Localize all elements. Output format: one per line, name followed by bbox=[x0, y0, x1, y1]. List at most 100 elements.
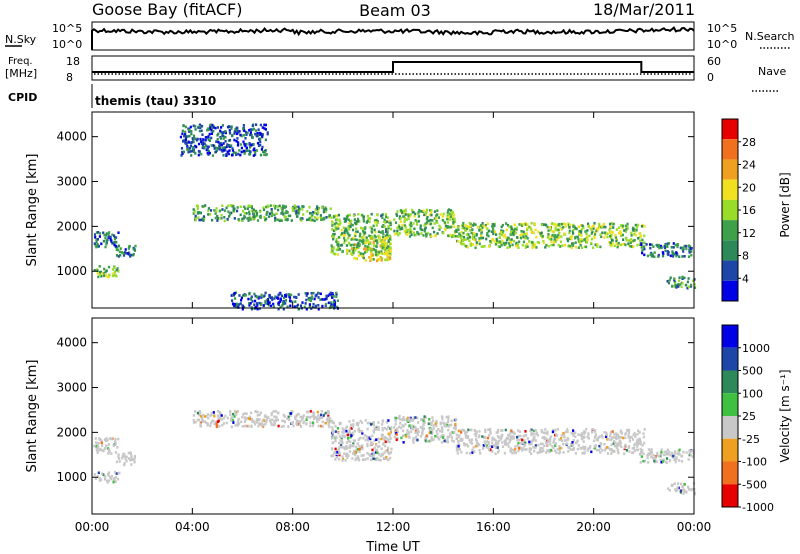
data-cell bbox=[95, 240, 98, 244]
data-cell bbox=[473, 233, 476, 237]
data-cell bbox=[508, 434, 511, 437]
data-cell bbox=[414, 212, 417, 216]
data-cell bbox=[664, 249, 667, 253]
data-cell bbox=[132, 458, 135, 462]
data-cell bbox=[412, 425, 416, 429]
data-cell bbox=[210, 132, 213, 135]
data-cell bbox=[244, 144, 247, 148]
data-cell bbox=[245, 133, 248, 136]
data-cell bbox=[402, 441, 405, 444]
data-cell bbox=[239, 302, 242, 305]
data-cell bbox=[670, 484, 673, 488]
data-cell bbox=[343, 236, 346, 240]
data-cell bbox=[485, 237, 488, 241]
data-cell bbox=[407, 430, 410, 434]
data-cell bbox=[476, 443, 479, 446]
data-cell bbox=[201, 419, 204, 422]
data-cell bbox=[384, 457, 387, 460]
data-cell bbox=[336, 246, 340, 250]
data-cell bbox=[615, 432, 618, 435]
power-colorbar-label: Power [dB] bbox=[778, 172, 792, 237]
data-cell bbox=[691, 455, 694, 458]
data-cell bbox=[334, 225, 337, 229]
data-cell bbox=[117, 244, 121, 248]
data-cell bbox=[386, 233, 389, 237]
data-cell bbox=[288, 296, 292, 299]
data-cell bbox=[443, 221, 446, 224]
data-cell bbox=[633, 449, 636, 453]
data-cell bbox=[687, 487, 690, 491]
data-cell bbox=[383, 451, 386, 455]
data-cell bbox=[269, 204, 272, 207]
data-cell bbox=[580, 238, 583, 241]
data-cell bbox=[650, 455, 653, 459]
data-cell bbox=[370, 227, 373, 231]
data-cell bbox=[376, 427, 379, 431]
data-cell bbox=[464, 443, 467, 447]
data-cell bbox=[471, 228, 474, 231]
data-cell bbox=[105, 232, 108, 235]
data-cell bbox=[616, 448, 619, 452]
data-cell bbox=[393, 435, 396, 439]
data-cell bbox=[221, 124, 224, 127]
data-cell bbox=[106, 439, 109, 442]
data-cell bbox=[122, 254, 126, 257]
data-cell bbox=[519, 446, 523, 450]
data-cell bbox=[581, 451, 584, 455]
data-cell bbox=[263, 123, 266, 127]
data-cell bbox=[582, 440, 585, 443]
data-cell bbox=[636, 445, 639, 448]
data-cell bbox=[568, 244, 571, 248]
data-cell bbox=[407, 217, 410, 221]
data-cell bbox=[192, 419, 195, 422]
data-cell bbox=[437, 428, 440, 431]
data-cell bbox=[215, 425, 218, 429]
data-cell bbox=[509, 431, 512, 435]
data-cell bbox=[509, 447, 512, 450]
data-cell bbox=[345, 452, 348, 456]
data-cell bbox=[602, 222, 605, 226]
data-cell bbox=[674, 243, 677, 247]
data-cell bbox=[102, 274, 106, 278]
x-tick-label: 20:00 bbox=[576, 520, 611, 534]
data-cell bbox=[96, 272, 99, 275]
data-cell bbox=[93, 233, 97, 236]
data-cell bbox=[523, 444, 526, 448]
data-cell bbox=[421, 432, 424, 435]
data-cell bbox=[324, 302, 328, 306]
data-cell bbox=[368, 247, 371, 250]
data-cell bbox=[330, 250, 333, 254]
data-cell bbox=[513, 223, 516, 227]
data-cell bbox=[598, 444, 601, 448]
data-cell bbox=[647, 448, 650, 451]
data-cell bbox=[372, 258, 375, 261]
data-cell bbox=[118, 457, 121, 460]
data-cell bbox=[113, 470, 117, 474]
data-cell bbox=[265, 211, 268, 215]
data-cell bbox=[227, 144, 230, 147]
data-cell bbox=[122, 252, 125, 255]
data-cell bbox=[107, 265, 111, 269]
data-cell bbox=[519, 236, 522, 240]
data-cell bbox=[500, 436, 503, 439]
data-cell bbox=[97, 231, 100, 234]
data-cell bbox=[680, 285, 683, 289]
data-cell bbox=[272, 410, 275, 413]
data-cell bbox=[255, 134, 258, 138]
data-cell bbox=[362, 252, 365, 256]
data-cell bbox=[441, 215, 444, 218]
data-cell bbox=[462, 242, 465, 246]
data-cell bbox=[294, 417, 297, 420]
data-cell bbox=[242, 127, 245, 130]
data-cell bbox=[543, 437, 546, 441]
data-cell bbox=[214, 216, 217, 220]
data-cell bbox=[483, 435, 486, 439]
data-cell bbox=[629, 435, 632, 439]
data-cell bbox=[390, 227, 393, 231]
data-cell bbox=[465, 245, 468, 248]
data-cell bbox=[350, 427, 353, 430]
data-cell bbox=[446, 221, 450, 224]
data-cell bbox=[441, 417, 444, 421]
data-cell bbox=[453, 217, 456, 221]
data-cell bbox=[463, 429, 466, 432]
